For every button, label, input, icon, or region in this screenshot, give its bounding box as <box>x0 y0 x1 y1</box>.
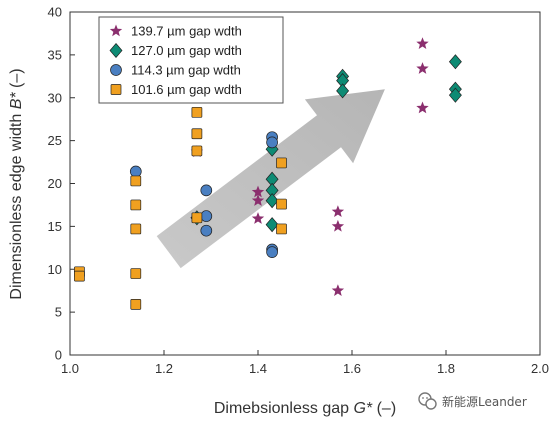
x-tick-label: 1.4 <box>249 361 267 376</box>
data-point-square <box>130 199 142 211</box>
legend-label: 101.6 µm gap wdth <box>131 82 242 97</box>
legend-label: 139.7 µm gap wdth <box>131 24 242 39</box>
legend-marker-circle <box>110 64 122 76</box>
x-tick-label: 1.0 <box>61 361 79 376</box>
y-tick-label: 10 <box>48 262 62 277</box>
data-point-star <box>331 205 345 218</box>
y-tick-label: 40 <box>48 5 62 20</box>
data-point-star <box>251 185 265 198</box>
x-axis-title: Dimebsionless gap G* (–) <box>214 400 396 417</box>
legend-marker-star <box>109 24 123 37</box>
legend-marker-diamond <box>109 42 123 59</box>
data-point-star <box>251 194 265 206</box>
data-point-star <box>416 101 429 114</box>
watermark-text: 新能源Leander <box>442 394 527 409</box>
data-point-diamond <box>448 87 462 103</box>
data-point-circle <box>200 210 213 222</box>
data-point-circle <box>266 246 278 258</box>
data-point-square <box>130 175 142 187</box>
data-point-square <box>74 270 85 282</box>
data-point-star <box>331 284 345 296</box>
y-tick-label: 25 <box>48 133 62 148</box>
data-point-square <box>191 128 203 140</box>
data-point-square <box>276 198 287 210</box>
data-point-circle <box>266 136 278 149</box>
data-point-star <box>416 37 429 49</box>
data-point-square <box>130 268 142 279</box>
data-point-circle <box>200 184 213 197</box>
data-point-square <box>191 106 203 118</box>
x-tick-label: 1.8 <box>437 361 455 376</box>
data-point-square <box>191 212 203 224</box>
data-point-star <box>251 212 265 224</box>
x-axis-ticks: 1.0 1.2 1.4 1.6 1.8 2.0 <box>61 350 549 376</box>
data-point-star <box>331 219 345 232</box>
y-tick-label: 5 <box>55 305 62 320</box>
y-axis-title: Dimensionless edge width B* (–) <box>8 68 25 299</box>
x-tick-label: 1.2 <box>155 361 173 376</box>
legend: 139.7 µm gap wdth 127.0 µm gap wdth 114.3 … <box>98 16 284 104</box>
data-points <box>74 37 462 310</box>
data-point-square <box>276 157 287 169</box>
data-point-circle <box>200 224 213 237</box>
legend-box <box>98 16 284 104</box>
data-point-diamond <box>336 83 350 99</box>
wechat-icon <box>418 392 437 410</box>
data-point-star <box>416 62 429 74</box>
y-tick-label: 15 <box>48 219 62 234</box>
x-tick-label: 2.0 <box>531 361 549 376</box>
y-tick-label: 20 <box>48 176 62 191</box>
data-point-diamond <box>265 193 279 209</box>
data-point-diamond <box>265 217 279 233</box>
legend-label: 127.0 µm gap wdth <box>131 43 242 58</box>
data-point-square <box>191 145 203 157</box>
y-tick-label: 0 <box>55 348 62 363</box>
watermark: 新能源Leander <box>418 392 527 410</box>
legend-label: 114.3 µm gap wdth <box>131 63 241 78</box>
data-point-circle <box>129 165 142 178</box>
y-tick-label: 35 <box>48 47 62 62</box>
legend-marker-square <box>110 84 122 95</box>
data-point-square <box>130 223 142 235</box>
x-tick-label: 1.6 <box>343 361 361 376</box>
y-axis-ticks: 0 5 10 15 20 25 30 35 40 <box>48 5 75 363</box>
data-point-square <box>276 223 287 235</box>
data-point-square <box>130 299 142 310</box>
data-point-diamond <box>448 54 462 70</box>
y-tick-label: 30 <box>48 90 62 105</box>
